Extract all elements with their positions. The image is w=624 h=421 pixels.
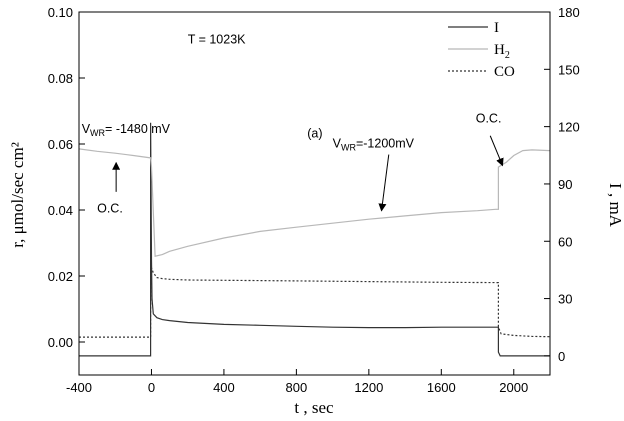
y-left-tick-label: 0.04 bbox=[48, 203, 73, 218]
x-tick-label: 1600 bbox=[427, 380, 456, 395]
y-axis-left-title: r, μmol/sec cm² bbox=[8, 142, 27, 248]
ticks-layer: -400 0 400 800 1200 1600 20000.000.020.040.060… bbox=[48, 5, 580, 395]
y-axis-right-title: I , mA bbox=[606, 183, 624, 228]
annotation-label: (a) bbox=[307, 126, 322, 140]
y-left-tick-label: 0.02 bbox=[48, 269, 73, 284]
x-tick-label: 1200 bbox=[354, 380, 383, 395]
series-line-h2 bbox=[78, 148, 551, 257]
y-left-tick-label: 0.08 bbox=[48, 71, 73, 86]
x-tick-label: 0 bbox=[148, 380, 155, 395]
x-tick-label: 800 bbox=[286, 380, 308, 395]
series-layer bbox=[78, 122, 551, 357]
x-tick-label: 2000 bbox=[499, 380, 528, 395]
y-left-tick-label: 0.06 bbox=[48, 137, 73, 152]
y-right-tick-label: 180 bbox=[558, 5, 580, 20]
y-right-tick-label: 30 bbox=[558, 292, 572, 307]
y-right-tick-label: 0 bbox=[558, 349, 565, 364]
legend-label-i: I bbox=[494, 20, 499, 36]
y-right-tick-label: 150 bbox=[558, 62, 580, 77]
annotation-arrow bbox=[378, 154, 390, 212]
x-tick-label: 400 bbox=[213, 380, 235, 395]
y-left-tick-label: 0.10 bbox=[48, 5, 73, 20]
annotation-label: O.C. bbox=[476, 112, 502, 126]
annotation-arrow bbox=[489, 135, 504, 167]
annotation-label: O.C. bbox=[97, 202, 123, 216]
annotation-label: T = 1023K bbox=[188, 32, 246, 46]
plot-frame bbox=[78, 11, 551, 376]
x-tick-label: -400 bbox=[66, 380, 92, 395]
x-axis-title: t , sec bbox=[294, 398, 334, 417]
series-line-i bbox=[79, 122, 550, 357]
annotation-label: VWR=-1200mV bbox=[333, 136, 415, 152]
y-left-tick-label: 0.00 bbox=[48, 335, 73, 350]
y-right-tick-label: 120 bbox=[558, 120, 580, 135]
annotation-label: VWR= -1480 mV bbox=[82, 122, 171, 138]
annotations-layer: T = 1023K (a) VWR= -1480 mV VWR=-1200mV O.C.… bbox=[82, 32, 504, 216]
legend-label-co: CO bbox=[494, 64, 515, 80]
legend-label-h2: H2 bbox=[494, 42, 510, 61]
legend: I H2 CO bbox=[448, 20, 515, 80]
y-right-tick-label: 60 bbox=[558, 234, 572, 249]
y-right-tick-label: 90 bbox=[558, 177, 572, 192]
